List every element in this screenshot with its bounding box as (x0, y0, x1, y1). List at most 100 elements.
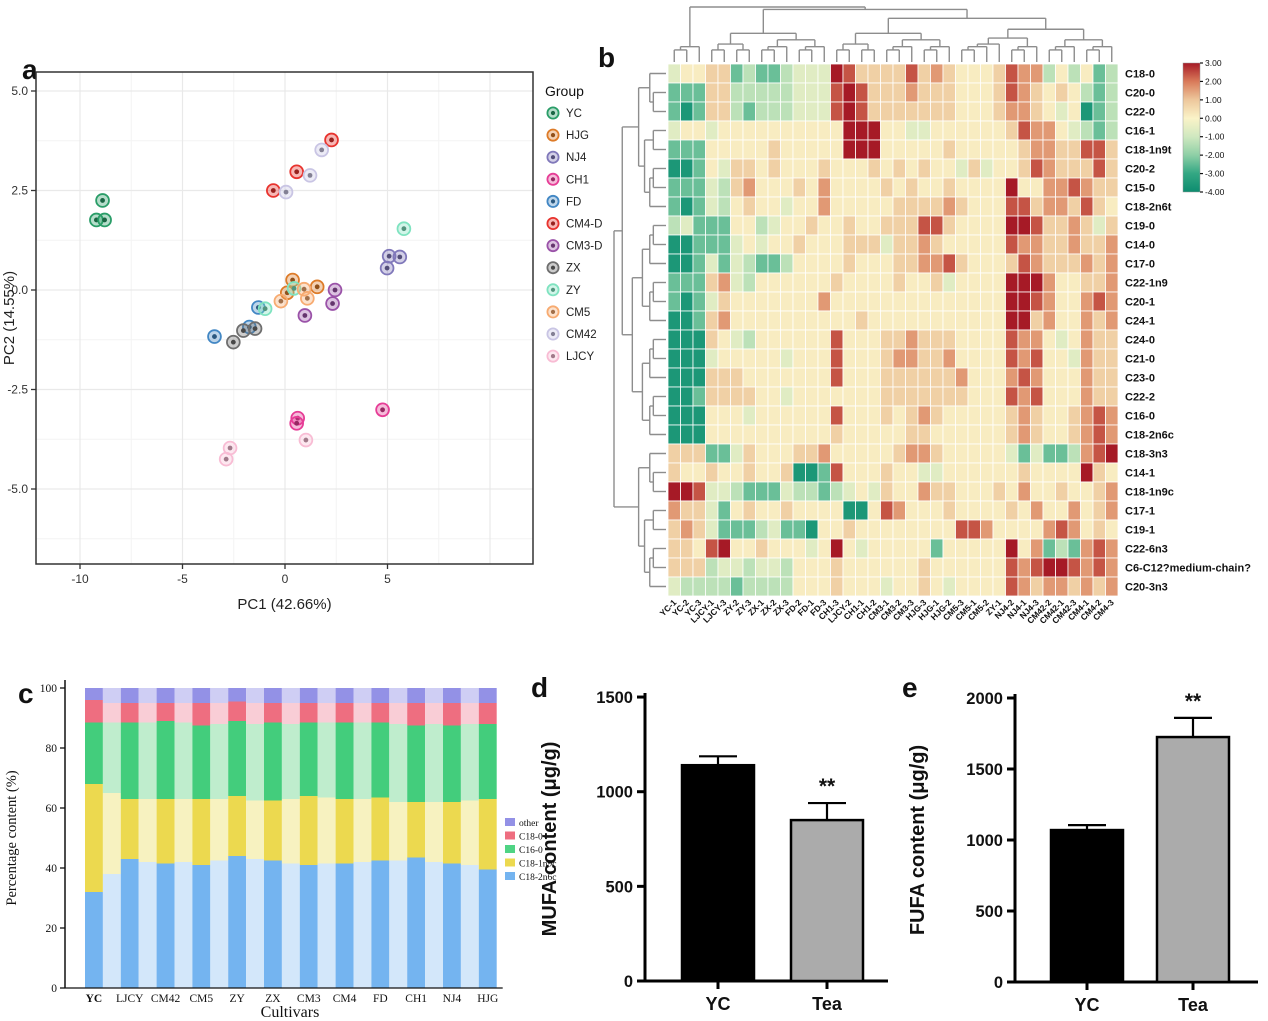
heatmap-cell (692, 348, 706, 369)
heatmap-cell (942, 120, 956, 141)
heatmap-cell (1105, 538, 1119, 559)
pca-point-center (240, 328, 246, 333)
heatmap-cell (680, 538, 694, 559)
stacked-bar-segment (246, 859, 264, 988)
heatmap-cell (1017, 253, 1031, 274)
heatmap-cell (942, 557, 956, 578)
heatmap-cell (1005, 234, 1019, 255)
heatmap-cell (1030, 557, 1044, 578)
heatmap-cell (1017, 329, 1031, 350)
fufa-bar-chart: 0 500 1000 1500 2000 YC ** Tea FUFA content (μg/… (907, 690, 1258, 1015)
heatmap-cell (1105, 120, 1119, 141)
bar (680, 763, 756, 983)
heatmap-cell (755, 329, 769, 350)
heatmap-cell (780, 215, 794, 236)
heatmap-cell (1080, 158, 1094, 179)
stacked-bar-segment (281, 724, 300, 799)
heatmap-cell (905, 120, 919, 141)
heatmap-cell (892, 405, 906, 426)
heatmap-row-label: C22-6n3 (1125, 544, 1168, 556)
heatmap-cell (1067, 519, 1081, 540)
heatmap-cell (992, 63, 1006, 84)
heatmap-cell (705, 120, 719, 141)
heatmap-cell (830, 576, 844, 597)
heatmap-cell (817, 291, 831, 312)
heatmap-cell (742, 253, 756, 274)
heatmap-cell (942, 405, 956, 426)
heatmap-cell (742, 386, 756, 407)
heatmap-cell (667, 348, 681, 369)
stacked-bar-segment (156, 688, 175, 703)
heatmap-cell (767, 386, 781, 407)
heatmap-cell (917, 253, 931, 274)
heatmap-cell (1055, 329, 1069, 350)
heatmap-cell (1105, 177, 1119, 198)
heatmap-cell (855, 557, 869, 578)
heatmap-cell (1055, 538, 1069, 559)
heatmap-cell (930, 234, 944, 255)
heatmap-cell (867, 519, 881, 540)
x-category-label: FD (373, 993, 388, 1005)
heatmap-cell (755, 177, 769, 198)
heatmap-cell (1042, 348, 1056, 369)
x-category-label: YC (1074, 995, 1099, 1015)
heatmap-cell (930, 158, 944, 179)
heatmap-cell (817, 196, 831, 217)
heatmap-cell (1042, 424, 1056, 445)
heatmap-cell (842, 196, 856, 217)
heatmap-cell (767, 424, 781, 445)
heatmap-cell (880, 500, 894, 521)
heatmap-row-label: C18-3n3 (1125, 449, 1168, 461)
heatmap-cell (805, 348, 819, 369)
heatmap-cell (705, 576, 719, 597)
heatmap-cell (1055, 139, 1069, 160)
heatmap-cell (780, 538, 794, 559)
heatmap-cell (780, 443, 794, 464)
heatmap-cell (680, 63, 694, 84)
heatmap-cell (942, 158, 956, 179)
heatmap-cell (692, 443, 706, 464)
heatmap-row-label: C15-0 (1125, 183, 1155, 195)
heatmap-cell (692, 253, 706, 274)
heatmap-cell (867, 386, 881, 407)
heatmap-cell (980, 253, 994, 274)
heatmap-cell (967, 253, 981, 274)
heatmap-cell (1042, 500, 1056, 521)
pca-point-center (223, 456, 229, 462)
heatmap-cell (667, 101, 681, 122)
stacked-bar-segment (425, 862, 443, 988)
heatmap-cell (680, 367, 694, 388)
heatmap-cell (805, 576, 819, 597)
heatmap-cell (942, 82, 956, 103)
heatmap-cell (1030, 234, 1044, 255)
heatmap-cell (730, 481, 744, 502)
heatmap-cell (1017, 500, 1031, 521)
heatmap-cell (680, 272, 694, 293)
heatmap-cell (742, 120, 756, 141)
heatmap-cell (692, 519, 706, 540)
legend-item-label: CM4-D (566, 219, 602, 231)
heatmap-cell (680, 462, 694, 483)
heatmap-cell (830, 367, 844, 388)
heatmap-cell (1067, 367, 1081, 388)
heatmap-cell (917, 367, 931, 388)
heatmap-cell (805, 443, 819, 464)
colorbar-tick-label: -4.00 (1205, 187, 1225, 197)
heatmap-cell (905, 348, 919, 369)
heatmap-cell (867, 500, 881, 521)
heatmap-cell (880, 538, 894, 559)
heatmap-cell (1030, 139, 1044, 160)
heatmap-cell (892, 329, 906, 350)
heatmap-cell (730, 462, 744, 483)
heatmap-cell (1017, 519, 1031, 540)
pca-point-center (270, 188, 276, 193)
heatmap-cell (1017, 291, 1031, 312)
heatmap-cell (992, 101, 1006, 122)
heatmap-cell (830, 348, 844, 369)
fatty-acid-heatmap: C18-0 C20-0 C22-0 C16-1 C18-1n9t C20-2 C15-0 C1… (613, 6, 1251, 626)
heatmap-cell (805, 367, 819, 388)
heatmap-cell (942, 101, 956, 122)
heatmap-cell (955, 329, 969, 350)
heatmap-cell (867, 196, 881, 217)
pca-point-center (401, 226, 407, 232)
